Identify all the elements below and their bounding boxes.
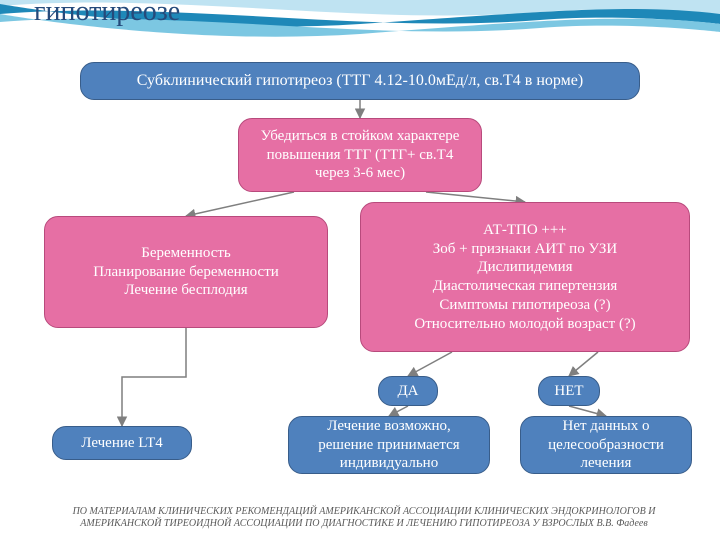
- page-title: гипотиреозе: [34, 0, 180, 28]
- node-pregnancy: Беременность Планирование беременности Л…: [44, 216, 328, 328]
- source-citation: ПО МАТЕРИАЛАМ КЛИНИЧЕСКИХ РЕКОМЕНДАЦИЙ А…: [46, 506, 682, 529]
- node-no: НЕТ: [538, 376, 600, 406]
- node-root: Субклинический гипотиреоз (ТТГ 4.12-10.0…: [80, 62, 640, 100]
- node-yes: ДА: [378, 376, 438, 406]
- node-nodata: Нет данных о целесообразности лечения: [520, 416, 692, 474]
- node-lt4: Лечение LT4: [52, 426, 192, 460]
- node-criteria: АТ-ТПО +++ Зоб + признаки АИТ по УЗИ Дис…: [360, 202, 690, 352]
- node-confirm: Убедиться в стойком характере повышения …: [238, 118, 482, 192]
- node-maybe: Лечение возможно, решение принимается ин…: [288, 416, 490, 474]
